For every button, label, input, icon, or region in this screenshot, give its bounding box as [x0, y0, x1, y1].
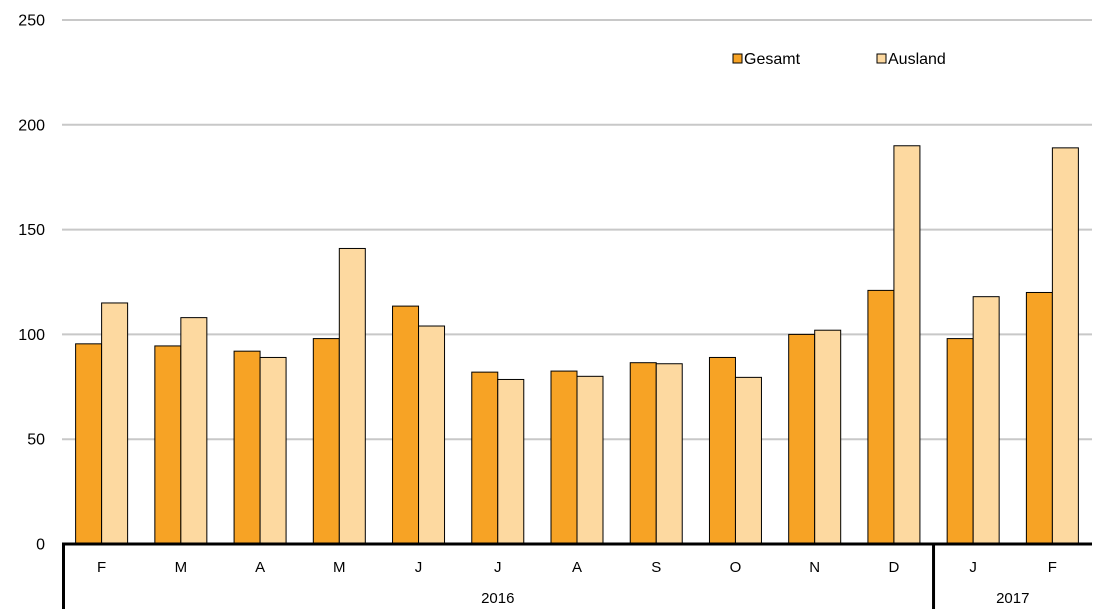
x-category-label: N: [809, 559, 820, 576]
x-category-label: M: [175, 559, 188, 576]
x-group-label: 2017: [996, 590, 1029, 607]
bar-gesamt: [471, 371, 499, 545]
bar-ausland: [814, 329, 842, 545]
bar-gesamt: [629, 362, 657, 545]
bar-gesamt: [154, 345, 182, 545]
x-category-label: J: [415, 559, 423, 576]
bars: [75, 145, 1079, 545]
x-category-label: M: [333, 559, 346, 576]
bar-ausland: [259, 356, 287, 545]
legend-swatch-ausland: [876, 53, 887, 64]
legend-label-gesamt: Gesamt: [744, 51, 801, 68]
x-category-label: A: [572, 559, 582, 576]
x-group-label: 2016: [481, 590, 514, 607]
x-axis: [62, 542, 1092, 609]
bar-ausland: [734, 376, 762, 545]
bar-ausland: [1051, 147, 1079, 545]
bar-gesamt: [550, 370, 578, 545]
bar-gesamt: [946, 338, 974, 545]
bar-gesamt: [75, 343, 103, 545]
bar-ausland: [101, 302, 129, 545]
y-tick-label: 0: [36, 537, 45, 554]
bar-gesamt: [788, 333, 816, 545]
y-axis-tick-labels: 0 50 100 150 200 250: [18, 13, 45, 554]
bar-ausland: [972, 296, 1000, 545]
bar-gesamt: [867, 289, 895, 545]
y-tick-label: 200: [18, 117, 45, 134]
legend-swatch-gesamt: [732, 53, 743, 64]
legend: Gesamt Ausland: [732, 51, 946, 68]
bar-ausland: [418, 325, 446, 545]
x-axis-category-labels: F M A M J J A S O N D J F 2016 2017: [97, 559, 1057, 607]
bar-ausland: [497, 378, 525, 545]
bar-ausland: [338, 247, 366, 545]
x-category-label: D: [889, 559, 900, 576]
bar-gesamt: [233, 350, 261, 545]
bar-gesamt: [1025, 291, 1053, 545]
bar-gesamt: [392, 305, 420, 545]
bar-gesamt: [312, 338, 340, 545]
y-tick-label: 250: [18, 13, 45, 30]
y-tick-label: 50: [27, 432, 45, 449]
x-category-label: A: [255, 559, 265, 576]
x-category-label: F: [1048, 559, 1057, 576]
x-category-label: J: [494, 559, 502, 576]
y-tick-label: 150: [18, 222, 45, 239]
bar-ausland: [576, 375, 604, 545]
bar-ausland: [893, 145, 921, 545]
x-category-label: O: [730, 559, 742, 576]
legend-label-ausland: Ausland: [888, 51, 946, 68]
bar-ausland: [180, 317, 208, 545]
y-tick-label: 100: [18, 327, 45, 344]
x-category-label: F: [97, 559, 106, 576]
bar-ausland: [655, 363, 683, 545]
bar-gesamt: [708, 356, 736, 545]
x-category-label: S: [651, 559, 661, 576]
x-category-label: J: [969, 559, 977, 576]
